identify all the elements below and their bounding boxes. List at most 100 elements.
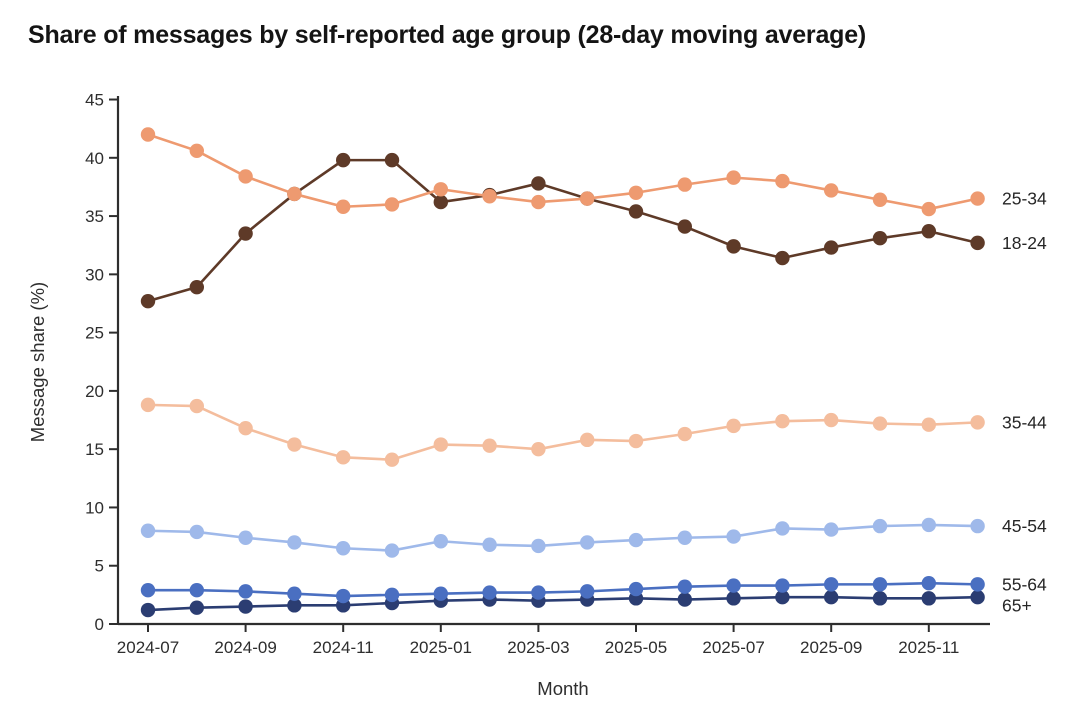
data-point-45-54 — [921, 517, 936, 533]
x-axis-title: Month — [537, 678, 588, 699]
data-point-55-64 — [970, 577, 985, 592]
data-point-35-44 — [287, 437, 302, 452]
data-point-35-44 — [872, 416, 888, 431]
data-point-25-34 — [531, 194, 546, 210]
data-point-25-34 — [287, 186, 302, 202]
data-point-55-64 — [238, 584, 253, 599]
y-tick-label: 40 — [85, 149, 104, 168]
data-point-45-54 — [726, 529, 741, 544]
data-point-18-24 — [336, 152, 351, 168]
data-point-45-54 — [775, 521, 790, 536]
data-point-55-64 — [482, 585, 497, 600]
y-tick-label: 20 — [85, 382, 104, 401]
data-point-55-64 — [677, 579, 692, 594]
data-point-55-64 — [531, 585, 546, 600]
data-point-25-34 — [140, 127, 156, 142]
x-tick-label: 2025-01 — [410, 638, 472, 657]
data-point-45-54 — [482, 537, 497, 552]
data-point-18-24 — [384, 152, 400, 168]
x-tick-label: 2025-03 — [507, 638, 569, 657]
series-line-65+ — [146, 595, 979, 612]
data-point-18-24 — [433, 194, 448, 210]
data-point-35-44 — [384, 452, 400, 467]
data-point-45-54 — [628, 532, 644, 548]
data-point-55-64 — [921, 576, 936, 591]
data-point-35-44 — [726, 418, 741, 434]
data-point-25-34 — [628, 185, 644, 200]
data-point-25-34 — [872, 192, 888, 207]
x-tick-label: 2024-07 — [117, 638, 179, 657]
x-tick-label: 2025-09 — [800, 638, 862, 657]
series-label-65+: 65+ — [1002, 595, 1032, 615]
data-point-35-44 — [531, 441, 546, 457]
series-line-35-44 — [146, 403, 979, 461]
data-point-55-64 — [336, 588, 351, 604]
data-point-65+ — [775, 589, 790, 605]
series-label-25-34: 25-34 — [1002, 189, 1047, 209]
data-point-25-34 — [726, 170, 741, 185]
x-tick-label: 2024-11 — [313, 638, 374, 657]
series-label-45-54: 45-54 — [1002, 516, 1047, 536]
data-point-55-64 — [287, 586, 302, 601]
y-tick-label: 25 — [85, 324, 104, 343]
data-point-45-54 — [824, 522, 839, 537]
data-point-18-24 — [189, 279, 204, 295]
data-point-45-54 — [580, 535, 595, 550]
data-point-18-24 — [775, 250, 790, 266]
x-tick-label: 2025-11 — [898, 638, 959, 657]
data-point-18-24 — [872, 231, 888, 246]
data-point-55-64 — [775, 578, 790, 593]
data-point-65+ — [677, 592, 692, 607]
data-point-65+ — [140, 602, 156, 618]
series-label-18-24: 18-24 — [1002, 233, 1047, 253]
data-point-25-34 — [189, 143, 204, 159]
data-point-35-44 — [970, 415, 985, 430]
chart-title: Share of messages by self-reported age g… — [28, 21, 866, 49]
data-point-45-54 — [970, 518, 985, 534]
data-point-18-24 — [921, 224, 936, 239]
data-point-35-44 — [824, 412, 839, 428]
data-point-18-24 — [970, 235, 985, 251]
data-point-45-54 — [287, 535, 302, 550]
data-point-18-24 — [824, 240, 839, 255]
data-point-45-54 — [531, 538, 546, 554]
x-tick-label: 2024-09 — [214, 638, 276, 657]
data-point-55-64 — [628, 581, 644, 597]
x-tick-label: 2025-05 — [605, 638, 667, 657]
data-point-65+ — [287, 598, 302, 613]
x-tick-label: 2025-07 — [702, 638, 764, 657]
data-point-55-64 — [433, 586, 448, 601]
data-point-45-54 — [189, 524, 204, 540]
data-point-25-34 — [384, 197, 400, 212]
series-label-35-44: 35-44 — [1002, 412, 1047, 432]
y-tick-label: 10 — [85, 498, 104, 517]
plot-area: 0 5 10 15 20 25 30 35 40 45 2024-07 2024-09 2024-11 2… — [85, 91, 1047, 657]
data-point-25-34 — [238, 169, 253, 184]
data-point-35-44 — [336, 450, 351, 465]
data-point-45-54 — [872, 518, 888, 534]
data-point-35-44 — [580, 432, 595, 448]
data-point-18-24 — [677, 219, 692, 234]
data-point-35-44 — [140, 397, 156, 413]
data-point-35-44 — [433, 437, 448, 452]
data-point-45-54 — [336, 541, 351, 556]
data-point-55-64 — [824, 577, 839, 592]
data-point-65+ — [824, 589, 839, 605]
data-point-45-54 — [238, 530, 253, 545]
data-point-25-34 — [970, 191, 985, 206]
y-tick-label: 0 — [95, 615, 104, 634]
data-point-65+ — [921, 591, 936, 606]
series-line-25-34 — [146, 133, 979, 211]
data-point-35-44 — [189, 398, 204, 414]
data-point-55-64 — [189, 583, 204, 598]
data-point-25-34 — [482, 189, 497, 204]
data-point-35-44 — [677, 426, 692, 442]
data-point-18-24 — [726, 239, 741, 254]
y-tick-label: 45 — [85, 91, 104, 110]
y-axis-title: Message share (%) — [27, 282, 48, 442]
data-point-25-34 — [677, 177, 692, 192]
data-point-25-34 — [433, 182, 448, 197]
data-point-25-34 — [921, 201, 936, 217]
